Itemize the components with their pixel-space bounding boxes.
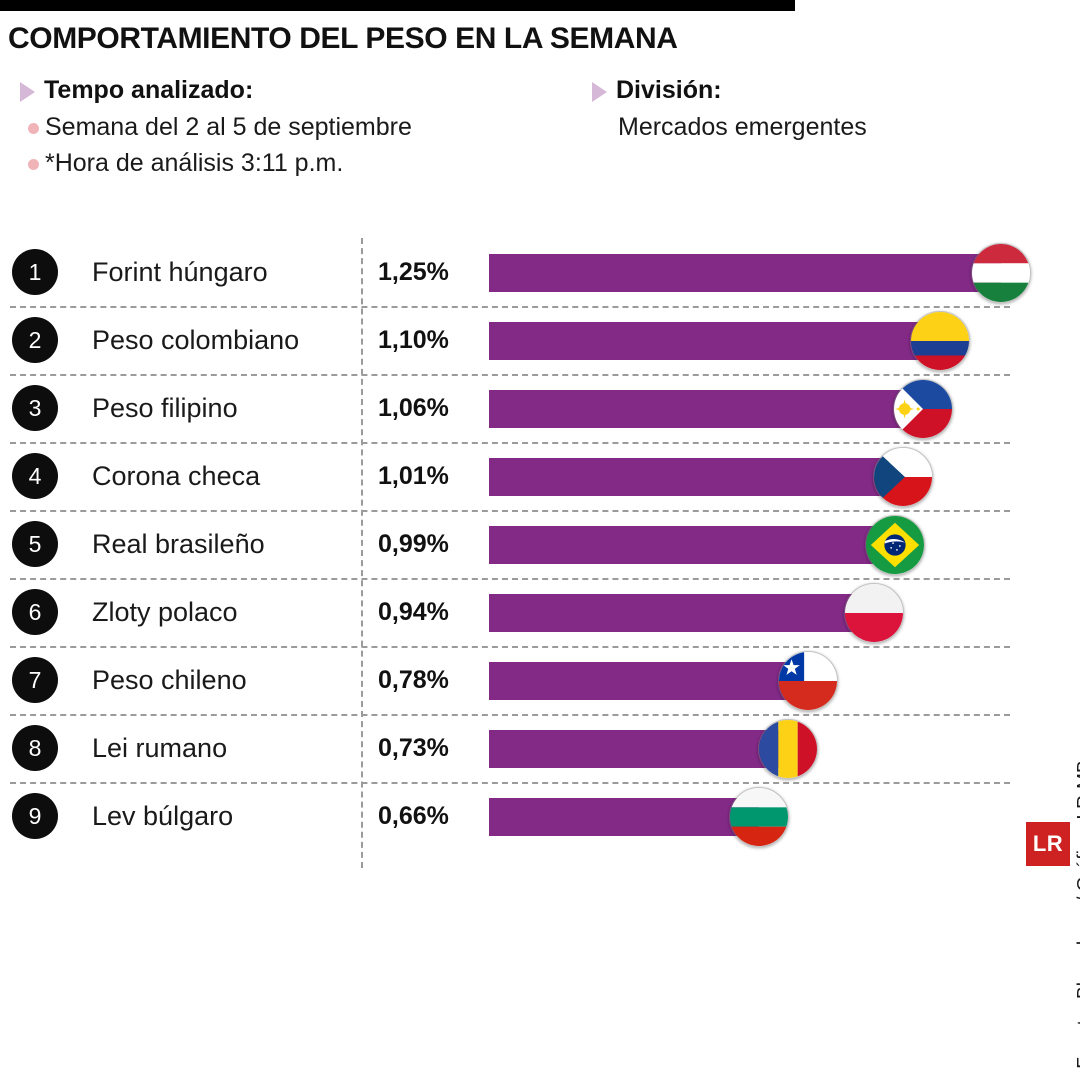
axis-baseline [361, 238, 363, 868]
table-row[interactable]: 1 Forint húngaro 1,25% [0, 238, 1031, 306]
currency-label: Lev búlgaro [92, 800, 234, 831]
currency-label: Peso chileno [92, 664, 247, 695]
row-divider [10, 782, 1010, 784]
row-divider [10, 578, 1010, 580]
rank-badge: 8 [12, 725, 58, 771]
value-label: 1,06% [378, 393, 449, 422]
bar [489, 390, 923, 428]
row-divider [10, 646, 1010, 648]
bar [489, 798, 759, 836]
rank-badge: 3 [12, 385, 58, 431]
currency-label: Corona checa [92, 460, 261, 491]
value-label: 1,25% [378, 257, 449, 286]
table-row[interactable]: 8 Lei rumano 0,73% [0, 714, 1010, 782]
bar [489, 662, 808, 700]
table-row[interactable]: 3 Peso filipino 1,06% [0, 374, 1010, 442]
table-row[interactable]: 5 Real brasileño 0,99% [0, 510, 1010, 578]
header-time-heading-label: Tempo analizado: [44, 76, 254, 104]
bullet-label: Semana del 2 al 5 de septiembre [45, 113, 412, 141]
table-row[interactable]: 9 Lev búlgaro 0,66% [0, 782, 1010, 850]
bullet-dot-icon [28, 159, 39, 171]
bar [489, 730, 788, 768]
rank-badge: 1 [12, 249, 58, 295]
rank-badge: 6 [12, 589, 58, 635]
row-divider [10, 510, 1010, 512]
table-row[interactable]: 7 Peso chileno 0,78% [0, 646, 1010, 714]
bar [489, 594, 874, 632]
currency-label: Real brasileño [92, 528, 265, 559]
bar-chart: 1 Forint húngaro 1,25% 2 Peso colombiano 1,10… [0, 238, 1031, 868]
source-credit: Fuente: Bloomberg / Gráfico: LR-MB [1074, 760, 1080, 1069]
header-division-heading-label: División: [616, 76, 722, 104]
flag-icon-czechia [873, 447, 933, 507]
flag-icon-colombia [910, 311, 970, 371]
rank-badge: 5 [12, 521, 58, 567]
bar [489, 254, 1001, 292]
currency-label: Lei rumano [92, 732, 228, 763]
bar [489, 322, 940, 360]
value-label: 1,10% [378, 325, 449, 354]
flag-icon-brazil [865, 515, 925, 575]
bar [489, 458, 903, 496]
triangle-marker-icon [592, 81, 607, 102]
row-divider [10, 374, 1010, 376]
top-rule [0, 0, 795, 11]
flag-icon-hungary [971, 243, 1031, 303]
currency-label: Peso filipino [92, 392, 238, 423]
flag-icon-poland [844, 583, 904, 643]
table-row[interactable]: 6 Zloty polaco 0,94% [0, 578, 1010, 646]
flag-icon-chile [778, 651, 838, 711]
value-label: 1,01% [378, 461, 449, 490]
bar [489, 526, 895, 564]
value-label: 0,94% [378, 597, 449, 626]
rank-badge: 2 [12, 317, 58, 363]
flag-icon-bulgaria [729, 787, 789, 847]
header-time-bullets: Semana del 2 al 5 de septiembre *Hora de… [20, 109, 580, 182]
bullet-label: *Hora de análisis 3:11 p.m. [45, 149, 344, 178]
currency-label: Forint húngaro [92, 256, 268, 287]
currency-label: Peso colombiano [92, 324, 300, 355]
row-divider [10, 306, 1010, 308]
bullet-dot-icon [28, 123, 39, 135]
bullet-item: *Hora de análisis 3:11 p.m. [20, 145, 580, 181]
value-label: 0,66% [378, 801, 449, 830]
table-row[interactable]: 4 Corona checa 1,01% [0, 442, 1010, 510]
header-division-heading: División: [592, 76, 1012, 105]
bullet-item: Semana del 2 al 5 de septiembre [20, 109, 580, 145]
rank-badge: 7 [12, 657, 58, 703]
flag-icon-philippines [893, 379, 953, 439]
header-division-value: Mercados emergentes [618, 113, 867, 141]
flag-icon-romania [758, 719, 818, 779]
page-title: COMPORTAMIENTO DEL PESO EN LA SEMANA [8, 22, 678, 55]
currency-label: Zloty polaco [92, 596, 238, 627]
rank-badge: 9 [12, 793, 58, 839]
lr-logo: LR [1026, 822, 1070, 866]
row-divider [10, 714, 1010, 716]
value-label: 0,78% [378, 665, 449, 694]
value-label: 0,99% [378, 529, 449, 558]
header-time-heading: Tempo analizado: [20, 76, 580, 105]
header-block-division: División: Mercados emergentes [592, 76, 1012, 142]
rank-badge: 4 [12, 453, 58, 499]
header-block-time: Tempo analizado: Semana del 2 al 5 de se… [20, 76, 580, 182]
value-label: 0,73% [378, 733, 449, 762]
table-row[interactable]: 2 Peso colombiano 1,10% [0, 306, 1010, 374]
row-divider [10, 442, 1010, 444]
triangle-marker-icon [20, 81, 35, 102]
